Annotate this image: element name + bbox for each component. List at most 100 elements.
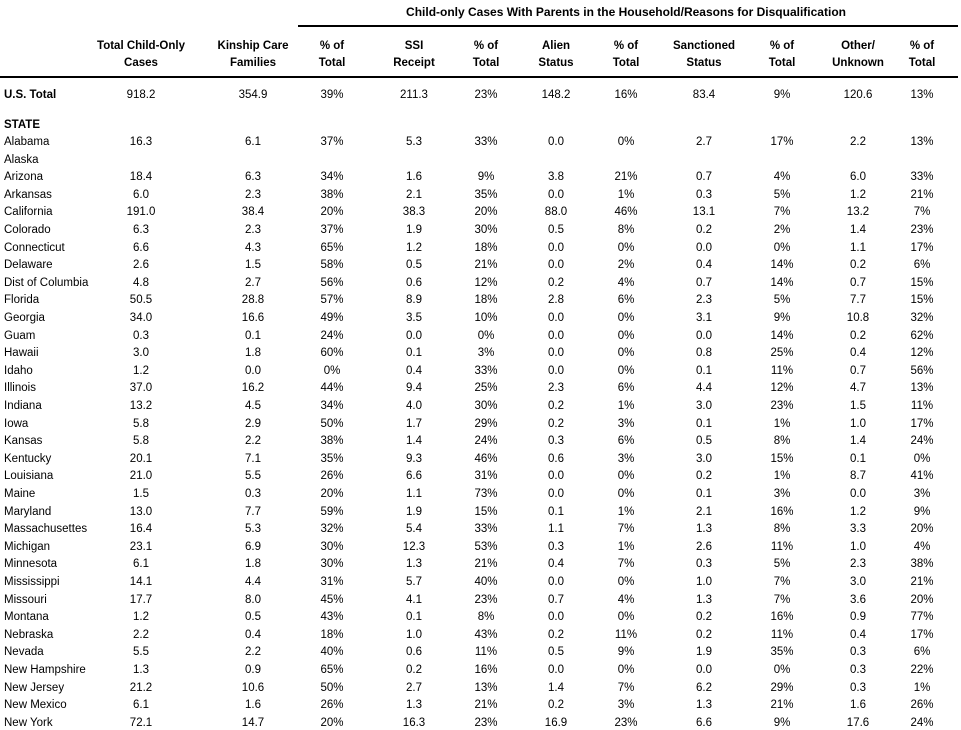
cell: 0.6: [406, 646, 422, 659]
cell: 20%: [910, 523, 934, 536]
cell: 12%: [910, 347, 934, 360]
cell: 0.1: [696, 364, 712, 377]
cell: 0.3: [850, 681, 866, 694]
total-cell: 9%: [773, 89, 791, 101]
cell: 0.5: [406, 259, 422, 272]
cell: 21.0: [129, 470, 153, 483]
cell: 24%: [910, 716, 934, 729]
cell: 0.7: [696, 276, 712, 289]
cell: 65%: [320, 241, 344, 254]
row-label: Montana: [4, 611, 49, 624]
cell: 1.9: [406, 505, 422, 518]
cell: 7%: [773, 206, 791, 219]
cell: 21%: [474, 259, 498, 272]
column-header: Families: [229, 57, 277, 69]
cell: 40%: [474, 576, 498, 588]
cell: 0.2: [696, 470, 712, 483]
cell: 6.3: [245, 171, 261, 184]
cell: 4.3: [245, 241, 261, 254]
cell: 6.3: [133, 224, 149, 236]
cell: 30%: [474, 224, 498, 236]
cell: 30%: [320, 540, 344, 553]
cell: 11%: [614, 628, 638, 641]
cell: 1.1: [548, 523, 564, 536]
cell: 4.4: [696, 382, 712, 395]
cell: 0%: [617, 470, 635, 483]
cell: 6%: [913, 646, 931, 659]
cell: 6.1: [133, 558, 149, 571]
column-header: Receipt: [393, 57, 435, 69]
cell: 0.9: [850, 611, 866, 624]
cell: 18%: [474, 241, 498, 254]
cell: 6.0: [133, 188, 149, 201]
cell: 2.7: [245, 276, 261, 289]
cell: 13%: [910, 382, 934, 395]
cell: 1.5: [245, 259, 261, 272]
cell: 26%: [320, 470, 344, 483]
cell: 3.0: [696, 400, 712, 412]
cell: 0.0: [548, 259, 564, 272]
cell: 3.0: [696, 452, 712, 465]
cell: 17.6: [846, 716, 870, 729]
cell: 7.7: [850, 294, 866, 307]
cell: 1.4: [406, 435, 422, 448]
header-rule: [0, 76, 958, 78]
cell: 21.2: [129, 681, 153, 694]
cell: 73%: [474, 488, 498, 500]
cell: 1%: [913, 681, 931, 694]
cell: 0.7: [850, 276, 866, 289]
cell: 40%: [320, 646, 344, 659]
cell: 3.0: [133, 347, 149, 360]
cell: 0.2: [548, 628, 564, 641]
cell: 4%: [617, 276, 635, 289]
row-label: Hawaii: [4, 347, 39, 360]
cell: 5%: [773, 558, 791, 571]
cell: 23%: [770, 400, 794, 412]
cell: 56%: [910, 364, 934, 377]
total-label: U.S. Total: [4, 89, 57, 101]
row-label: Nevada: [4, 646, 44, 659]
cell: 2.8: [548, 294, 564, 307]
cell: 4.4: [245, 576, 261, 588]
cell: 21%: [910, 576, 934, 588]
row-label: Georgia: [4, 312, 45, 324]
cell: 16.4: [129, 523, 153, 536]
cell: 13.2: [129, 400, 153, 412]
cell: 5.8: [133, 435, 149, 448]
row-label: Kansas: [4, 435, 43, 448]
cell: 5.4: [406, 523, 422, 536]
cell: 21%: [614, 171, 638, 184]
cell: 3.3: [850, 523, 866, 536]
row-label: Illinois: [4, 382, 36, 395]
cell: 5.8: [133, 417, 149, 430]
cell: 1.3: [406, 699, 422, 712]
cell: 1.3: [696, 593, 712, 606]
cell: 4.0: [406, 400, 422, 412]
cell: 1.9: [406, 224, 422, 236]
cell: 7%: [913, 206, 931, 219]
cell: 0%: [617, 611, 635, 624]
column-header: Total: [908, 57, 936, 69]
cell: 30%: [320, 558, 344, 571]
cell: 1.3: [133, 664, 149, 676]
cell: 7.1: [245, 452, 261, 465]
cell: 0.2: [696, 611, 712, 624]
cell: 1.0: [406, 628, 422, 641]
column-header: Alien: [541, 40, 571, 52]
cell: 5.5: [133, 646, 149, 659]
cell: 8.0: [245, 593, 261, 606]
cell: 0.0: [548, 347, 564, 360]
cell: 2.1: [696, 505, 712, 518]
cell: 0.5: [245, 611, 261, 624]
cell: 3.0: [850, 576, 866, 588]
cell: 24%: [910, 435, 934, 448]
total-cell: 120.6: [843, 89, 873, 101]
cell: 3.8: [548, 171, 564, 184]
total-cell: 39%: [320, 89, 344, 101]
cell: 191.0: [126, 206, 156, 219]
cell: 9%: [773, 312, 791, 324]
cell: 1.1: [406, 488, 422, 500]
row-label: Florida: [4, 294, 40, 307]
cell: 21%: [474, 699, 498, 712]
cell: 3%: [617, 417, 635, 430]
